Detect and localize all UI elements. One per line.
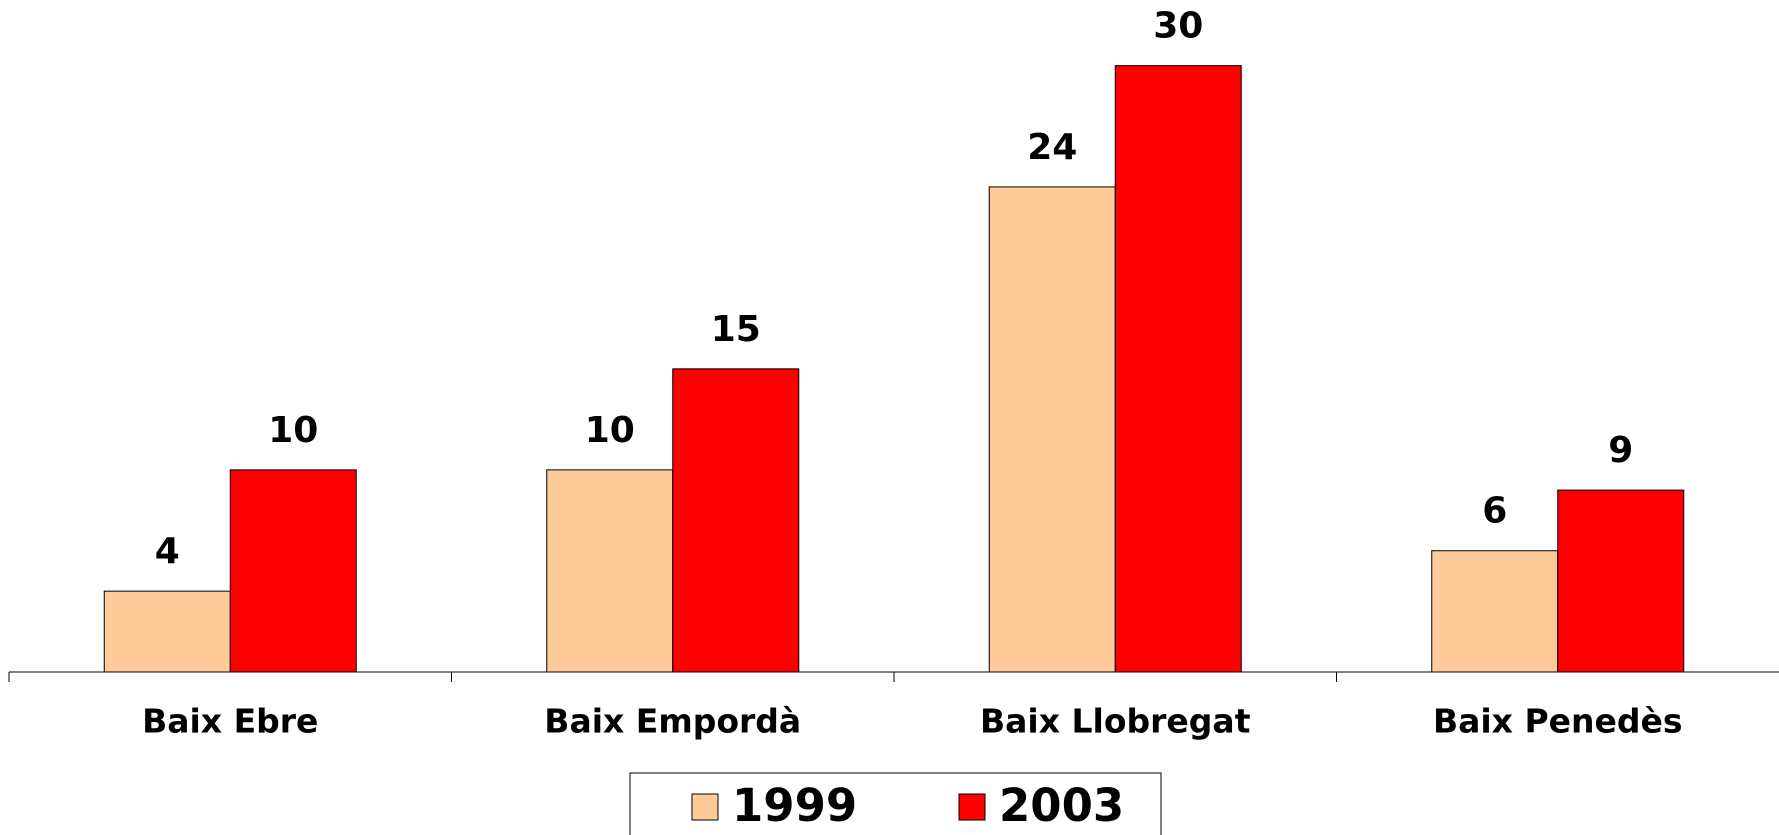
- value-label: 6: [1482, 491, 1507, 532]
- value-label: 10: [585, 410, 635, 451]
- value-label: 10: [268, 410, 318, 451]
- value-label: 15: [711, 309, 761, 350]
- bar: [1431, 550, 1559, 673]
- x-tick-label: Baix Llobregat: [980, 702, 1251, 741]
- legend-label: 1999: [732, 779, 857, 832]
- value-label: 30: [1153, 6, 1203, 47]
- x-tick-label: Baix Ebre: [142, 702, 318, 741]
- bar: [672, 368, 800, 673]
- value-label: 9: [1608, 430, 1633, 471]
- bar: [546, 469, 674, 673]
- legend-swatch: [958, 793, 986, 821]
- bar: [988, 186, 1116, 673]
- x-tick-label: Baix Penedès: [1433, 702, 1683, 741]
- x-tick-label: Baix Empordà: [544, 702, 801, 741]
- legend-swatch: [691, 793, 719, 821]
- value-label: 4: [155, 531, 180, 572]
- bar: [229, 469, 357, 673]
- value-label: 24: [1027, 127, 1077, 168]
- bar: [103, 590, 231, 673]
- bar: [1557, 489, 1685, 673]
- bar: [1114, 65, 1242, 673]
- legend-label: 2003: [999, 779, 1124, 832]
